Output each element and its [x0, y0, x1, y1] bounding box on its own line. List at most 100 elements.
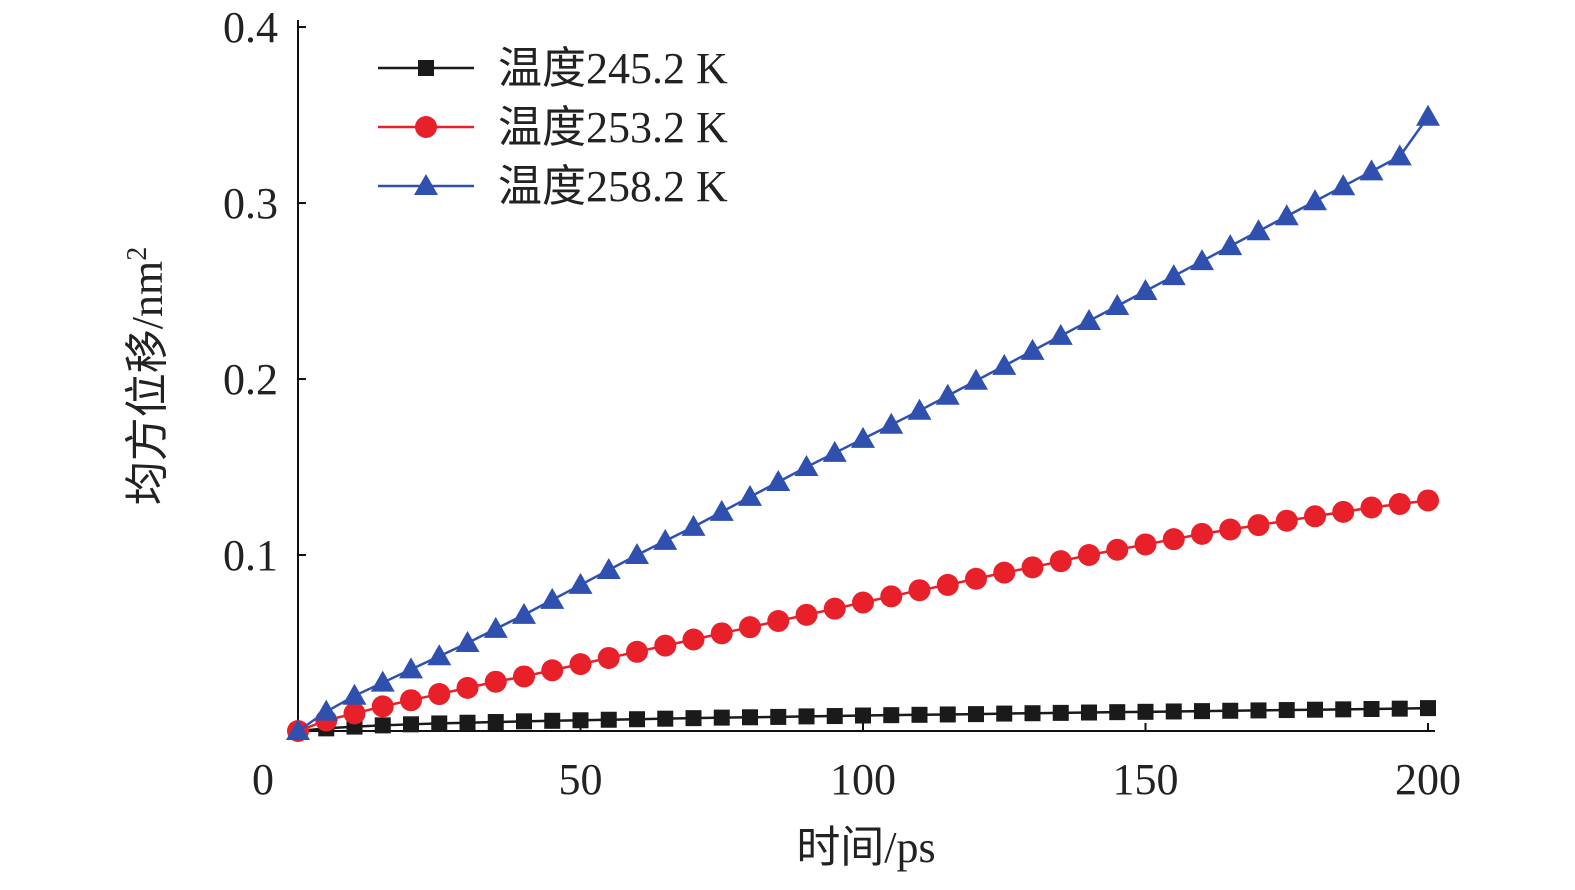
y-ticks: 0.1 0.2 0.3 0.4: [223, 3, 306, 580]
data-point: [431, 715, 448, 732]
data-point: [823, 597, 846, 620]
data-point: [1222, 702, 1239, 719]
data-point: [1363, 701, 1380, 718]
data-point: [516, 713, 532, 730]
legend-marker: [415, 116, 437, 138]
data-point: [1161, 264, 1186, 286]
data-point: [682, 628, 705, 651]
data-point: [907, 398, 932, 420]
data-point: [314, 699, 339, 721]
series-triangle: [286, 104, 1440, 740]
data-point: [993, 561, 1016, 584]
data-point: [1304, 505, 1326, 528]
data-point: [513, 665, 535, 688]
data-point: [738, 484, 762, 506]
y-tick-label: 0.1: [223, 531, 278, 580]
y-axis-title-text: 均方位移/nm: [123, 261, 172, 505]
data-point: [541, 659, 564, 682]
data-point: [1134, 533, 1157, 556]
data-point: [795, 603, 818, 626]
data-point: [1246, 219, 1271, 241]
x-axis-title: 时间/ps: [796, 823, 935, 872]
data-point: [1331, 174, 1356, 196]
data-point: [1020, 338, 1045, 360]
data-point: [374, 717, 391, 734]
data-point: [883, 707, 900, 724]
data-point: [657, 710, 674, 727]
data-point: [544, 712, 561, 729]
data-point: [739, 616, 761, 639]
data-point: [1105, 293, 1130, 315]
data-point: [1420, 700, 1436, 717]
axes: [297, 20, 1435, 732]
data-point: [286, 719, 310, 740]
data-point: [572, 712, 589, 729]
data-point: [767, 610, 790, 633]
data-point: [1106, 538, 1129, 561]
data-point: [540, 587, 565, 609]
data-point: [1275, 509, 1298, 532]
data-point: [1219, 518, 1242, 541]
data-point: [911, 706, 928, 723]
data-point: [794, 455, 819, 477]
x-ticks: 0 50 100 150 200: [252, 723, 1461, 804]
data-point: [1274, 204, 1299, 226]
data-point: [600, 711, 617, 728]
data-point: [742, 709, 758, 726]
data-point: [713, 709, 730, 726]
legend-item: 温度258.2 K: [378, 162, 728, 211]
y-tick-label: 0.4: [223, 3, 278, 52]
data-point: [512, 602, 536, 624]
data-point: [935, 383, 960, 405]
data-point: [939, 706, 956, 723]
data-point: [1109, 704, 1126, 721]
data-point: [855, 707, 871, 724]
series-square: [290, 700, 1436, 739]
data-point: [456, 676, 479, 699]
data-point: [400, 689, 422, 712]
legend-item: 温度245.2 K: [378, 44, 728, 93]
legend-marker: [418, 60, 434, 76]
legend-label: 温度245.2 K: [498, 44, 728, 93]
data-point: [968, 706, 984, 723]
data-point: [343, 702, 366, 725]
data-point: [1332, 500, 1355, 523]
data-point: [766, 469, 791, 491]
data-point: [1081, 704, 1097, 721]
data-point: [1391, 700, 1408, 717]
data-point: [1250, 702, 1267, 719]
data-point: [403, 716, 419, 733]
x-tick-label: 150: [1113, 755, 1179, 804]
series-layer: [286, 104, 1440, 742]
series-circle: [287, 489, 1439, 742]
data-point: [1194, 703, 1210, 720]
data-point: [459, 714, 476, 731]
data-point: [1307, 701, 1323, 718]
data-point: [908, 579, 931, 602]
data-point: [710, 622, 733, 645]
data-point: [822, 440, 847, 462]
data-point: [1388, 492, 1411, 515]
data-point: [568, 572, 593, 594]
data-point: [1417, 489, 1439, 512]
data-point: [936, 573, 959, 596]
data-point: [1247, 514, 1270, 537]
data-point: [653, 528, 678, 550]
legend-label: 温度258.2 K: [498, 162, 728, 211]
data-point: [1078, 544, 1100, 567]
data-point: [770, 708, 787, 725]
y-tick-label: 0.3: [223, 179, 278, 228]
data-point: [654, 634, 677, 657]
data-point: [880, 585, 903, 608]
data-point: [1218, 234, 1243, 256]
data-point: [1303, 189, 1327, 211]
data-point: [685, 710, 702, 727]
data-point: [1416, 104, 1440, 126]
data-point: [1077, 308, 1101, 330]
data-point: [996, 705, 1013, 722]
x-tick-label: 0: [252, 755, 274, 804]
data-point: [399, 657, 423, 679]
data-point: [626, 640, 648, 663]
data-point: [1190, 249, 1214, 271]
